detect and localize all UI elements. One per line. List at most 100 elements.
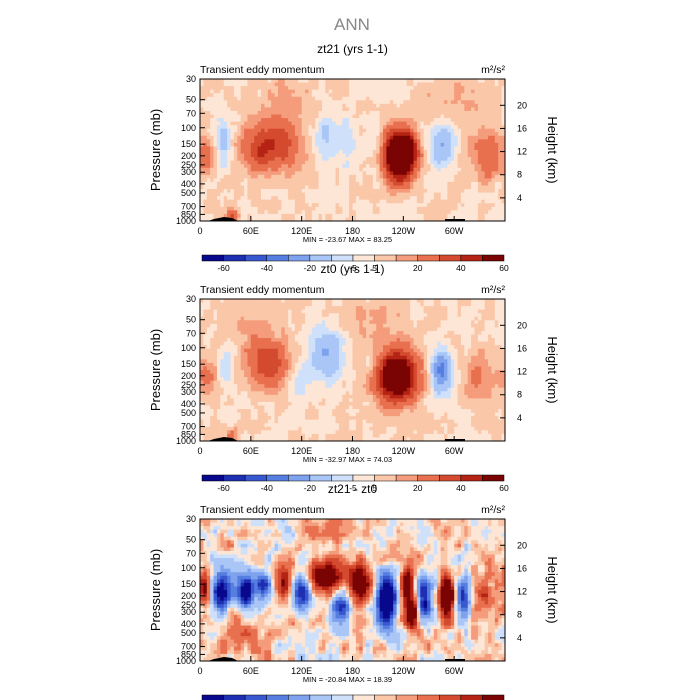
heatmap-cell [220,316,225,321]
heatmap-cell [399,217,404,222]
heatmap-cell [369,213,374,218]
heatmap-cell [433,313,438,318]
heatmap-cell [416,164,421,169]
heatmap-cell [288,348,292,353]
heatmap-cell [491,93,496,98]
heatmap-cell [427,330,431,335]
heatmap-cell [291,178,296,183]
heatmap-cell [454,213,458,218]
heatmap-cell [206,121,211,126]
heatmap-cell [481,341,486,346]
heatmap-cell [277,199,282,204]
heatmap-cell [399,178,404,183]
heatmap-cell [355,185,360,190]
heatmap-cell [410,306,414,311]
heatmap-cell [206,89,211,94]
heatmap-cell [284,192,289,197]
heatmap-cell [213,327,218,332]
heatmap-cell [294,323,299,328]
heatmap-cell [362,192,367,197]
heatmap-cell [349,110,353,115]
y-tick-label: 500 [181,188,196,198]
heatmap-cell [416,93,421,98]
heatmap-cell [257,139,262,144]
heatmap-cell [322,93,326,98]
heatmap-cell [233,178,238,183]
heatmap-cell [484,203,489,208]
heatmap-cell [396,103,401,108]
heatmap-cell [491,128,496,133]
y-tick-label: 400 [181,179,196,189]
heatmap-cell [261,345,265,350]
heatmap-cell [427,196,431,201]
heatmap-cell [291,132,296,137]
heatmap-cell [281,79,286,83]
heatmap-cell [237,199,242,204]
heatmap-cell [389,316,394,321]
heatmap-cell [274,171,279,176]
heatmap-cell [277,121,282,126]
heatmap-cell [467,320,472,325]
heatmap-cell [305,157,309,162]
heatmap-cell [406,217,411,222]
heatmap-cell [498,139,503,144]
heatmap-cell [325,89,330,94]
heatmap-cell [345,132,350,137]
heatmap-cell [416,160,421,165]
heatmap-cell [389,320,394,325]
heatmap-cell [288,192,292,197]
heatmap-cell [464,135,469,140]
heatmap-cell [254,167,259,172]
heatmap-cell [206,167,211,172]
heatmap-cell [396,320,401,325]
heatmap-cell [383,160,387,165]
heatmap-cell [494,103,499,108]
heatmap-cell [488,135,492,140]
heatmap-cell [437,167,442,172]
heatmap-cell [355,334,360,339]
heatmap-cell [233,125,238,130]
heatmap-cell [379,302,384,307]
heatmap-cell [423,341,428,346]
heatmap-cell [298,338,303,342]
heatmap-cell [250,320,255,325]
heatmap-cell [423,345,428,350]
heatmap-cell [355,217,360,222]
heatmap-cell [352,89,357,94]
heatmap-cell [366,196,370,201]
heatmap-cell [494,299,499,303]
heatmap-cell [386,100,391,105]
heatmap-cell [359,316,364,321]
heatmap-cell [355,86,360,91]
heatmap-cell [308,196,313,201]
heatmap-cell [481,199,486,204]
heatmap-cell [294,185,299,190]
heatmap-cell [274,327,279,332]
heatmap-cell [318,139,323,144]
heatmap-cell [372,114,377,119]
heatmap-cell [403,103,408,108]
heatmap-cell [298,107,303,112]
heatmap-cell [454,334,458,339]
heatmap-cell [440,150,445,154]
heatmap-cell [464,86,469,91]
heatmap-cell [366,160,370,165]
heatmap-cell [481,96,486,101]
heatmap-cell [355,178,360,183]
heatmap-cell [481,299,486,303]
heatmap-cell [281,341,286,346]
heatmap-cell [338,93,343,98]
heatmap-cell [213,192,218,197]
heatmap-cell [389,334,394,339]
heatmap-cell [250,302,255,307]
heatmap-cell [206,110,211,115]
heatmap-cell [267,334,272,339]
heatmap-cell [366,316,370,321]
heatmap-cell [338,348,343,353]
heatmap-cell [332,118,336,122]
heatmap-cell [315,139,320,144]
heatmap-cell [477,146,482,151]
heatmap-cell [372,100,377,105]
heatmap-cell [237,313,242,318]
heatmap-cell [298,217,303,222]
